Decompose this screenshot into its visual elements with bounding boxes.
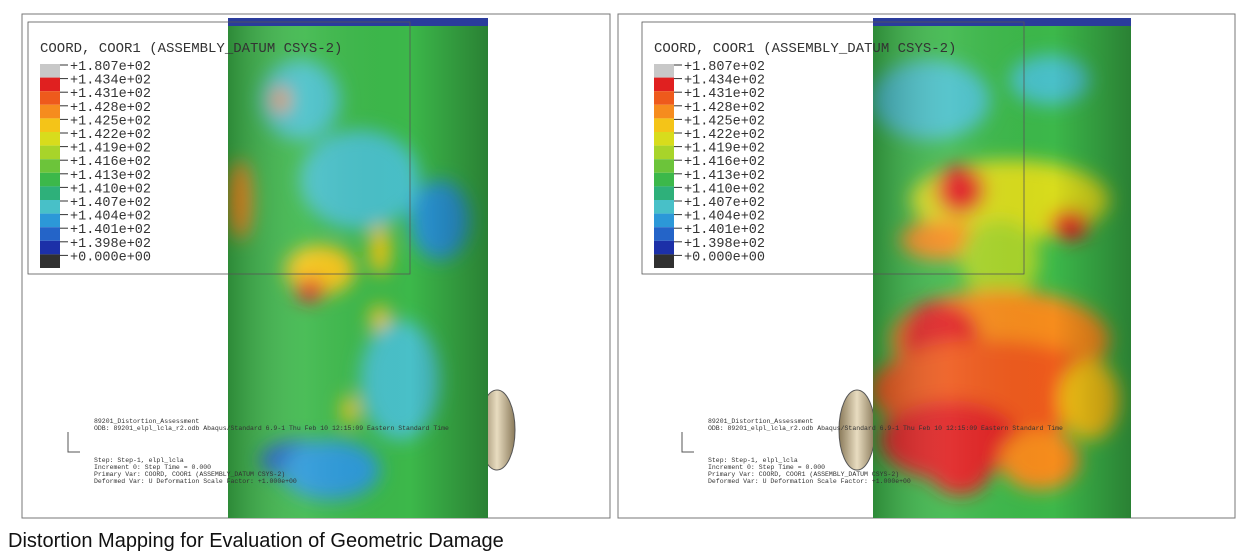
- caption: Distortion Mapping for Evaluation of Geo…: [8, 530, 504, 552]
- legend-swatch: [40, 227, 60, 241]
- legend-label: +1.428e+02: [684, 101, 765, 116]
- legend-swatch: [654, 240, 674, 255]
- legend-swatch: [654, 227, 674, 241]
- legend-label: +1.425e+02: [70, 114, 151, 129]
- legend-label: +1.401e+02: [684, 223, 765, 238]
- legend-swatch: [654, 213, 674, 228]
- legend-swatch: [654, 186, 674, 200]
- legend-label: +1.807e+02: [684, 60, 765, 75]
- cylinder-shading: [228, 18, 488, 518]
- info-line: Primary Var: COORD, COOR1 (ASSEMBLY_DATU…: [94, 471, 285, 478]
- legend-swatch: [40, 186, 60, 200]
- info-line: ODB: 89201_elpl_lcla_r2.odb Abaqus/Stand…: [94, 425, 449, 432]
- legend-label: +1.425e+02: [684, 114, 765, 129]
- legend-label: +1.398e+02: [70, 237, 151, 252]
- legend-label: +0.000e+00: [684, 250, 765, 265]
- legend-frame: [641, 21, 1025, 275]
- axis-triad: [67, 432, 80, 453]
- legend-swatch: [40, 77, 60, 92]
- info-line: 89201_Distortion_Assessment: [94, 418, 199, 425]
- legend-swatch: [654, 132, 674, 146]
- legend-label: +1.434e+02: [70, 74, 151, 89]
- legend-swatch: [40, 118, 60, 132]
- legend-swatch: [654, 64, 674, 78]
- axis-triad: [681, 432, 694, 453]
- info-line: Deformed Var: U Deformation Scale Factor…: [708, 478, 911, 485]
- legend-swatch: [40, 132, 60, 146]
- legend-swatch: [654, 145, 674, 160]
- info-line: ODB: 89201_elpl_lcla_r2.odb Abaqus/Stand…: [708, 425, 1063, 432]
- legend-swatch: [40, 213, 60, 228]
- info-line: Increment 0: Step Time = 0.000: [94, 464, 211, 471]
- legend-label: +1.422e+02: [70, 128, 151, 143]
- info-line: Step: Step-1, elpl_lcla: [94, 457, 184, 464]
- legend-label: +0.000e+00: [70, 250, 151, 265]
- cylinder-shading: [873, 18, 1131, 518]
- info-line: Primary Var: COORD, COOR1 (ASSEMBLY_DATU…: [708, 471, 899, 478]
- legend-label: +1.416e+02: [70, 155, 151, 170]
- legend-label: +1.410e+02: [70, 182, 151, 197]
- legend-swatch: [654, 77, 674, 92]
- legend-swatch: [40, 200, 60, 214]
- legend-label: +1.419e+02: [684, 142, 765, 157]
- legend-title: COORD, COOR1 (ASSEMBLY_DATUM CSYS-2): [40, 41, 342, 57]
- legend-swatch: [40, 254, 60, 268]
- legend-label: +1.807e+02: [70, 60, 151, 75]
- legend-frame: [27, 21, 411, 275]
- legend-swatch: [654, 104, 674, 119]
- legend-label: +1.422e+02: [684, 128, 765, 143]
- legend-swatch: [40, 91, 60, 105]
- legend-swatch: [654, 159, 674, 173]
- cylinder: [228, 18, 488, 518]
- legend-swatch: [40, 159, 60, 173]
- legend-label: +1.404e+02: [684, 210, 765, 225]
- info-line: Step: Step-1, elpl_lcla: [708, 457, 798, 464]
- legend-label: +1.416e+02: [684, 155, 765, 170]
- legend-swatch: [654, 91, 674, 105]
- legend-swatch: [40, 104, 60, 119]
- cylinder: [873, 18, 1131, 518]
- legend-label: +1.401e+02: [70, 223, 151, 238]
- legend-swatch: [654, 200, 674, 214]
- legend-title: COORD, COOR1 (ASSEMBLY_DATUM CSYS-2): [654, 41, 956, 57]
- contour-plot: [228, 18, 516, 518]
- legend-label: +1.413e+02: [70, 169, 151, 184]
- figure: COORD, COOR1 (ASSEMBLY_DATUM CSYS-2) +1.8…: [21, 13, 1236, 519]
- legend-label: +1.431e+02: [70, 87, 151, 102]
- legend-swatch: [40, 172, 60, 187]
- legend-swatch: [40, 240, 60, 255]
- legend-label: +1.404e+02: [70, 210, 151, 225]
- contour-plot: [838, 18, 1131, 518]
- legend-label: +1.428e+02: [70, 101, 151, 116]
- legend-swatch: [654, 118, 674, 132]
- legend-label: +1.431e+02: [684, 87, 765, 102]
- info-line: 89201_Distortion_Assessment: [708, 418, 813, 425]
- legend-label: +1.398e+02: [684, 237, 765, 252]
- legend-swatch: [654, 172, 674, 187]
- info-line: Increment 0: Step Time = 0.000: [708, 464, 825, 471]
- legend: COORD, COOR1 (ASSEMBLY_DATUM CSYS-2) +1.8…: [27, 21, 411, 275]
- legend-label: +1.407e+02: [70, 196, 151, 211]
- legend-label: +1.419e+02: [70, 142, 151, 157]
- legend-label: +1.413e+02: [684, 169, 765, 184]
- legend: COORD, COOR1 (ASSEMBLY_DATUM CSYS-2) +1.8…: [641, 21, 1025, 275]
- legend-swatch: [40, 145, 60, 160]
- legend-swatch: [654, 254, 674, 268]
- legend-label: +1.407e+02: [684, 196, 765, 211]
- legend-label: +1.434e+02: [684, 74, 765, 89]
- info-line: Deformed Var: U Deformation Scale Factor…: [94, 478, 297, 485]
- legend-swatch: [40, 64, 60, 78]
- legend-label: +1.410e+02: [684, 182, 765, 197]
